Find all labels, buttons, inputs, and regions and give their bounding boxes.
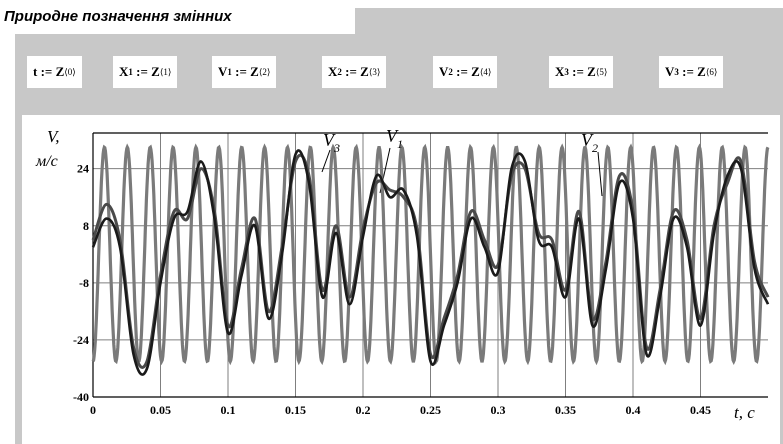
y-axis-label: V,	[47, 127, 60, 146]
x-tick-label: 0.1	[221, 403, 236, 417]
x-tick-label: 0	[90, 403, 96, 417]
y-tick-label: 24	[77, 162, 89, 176]
y-axis-unit: м/с	[35, 153, 58, 170]
x-tick-label: 0.35	[555, 403, 576, 417]
x-axis-label: t, с	[734, 403, 755, 422]
x-tick-label: 0.15	[285, 403, 306, 417]
x-tick-label: 0.45	[690, 403, 711, 417]
y-tick-label: -24	[73, 333, 89, 347]
y-tick-label: -8	[79, 276, 89, 290]
y-tick-label: -40	[73, 390, 89, 404]
x-tick-label: 0.25	[420, 403, 441, 417]
series-label-leader-v3	[321, 149, 331, 173]
series-layer	[91, 143, 770, 376]
x-tick-label: 0.05	[150, 403, 171, 417]
series-label-v2: V2	[581, 130, 598, 155]
x-tick-label: 0.4	[626, 403, 641, 417]
x-tick-label: 0.2	[356, 403, 371, 417]
x-tick-label: 0.3	[491, 403, 506, 417]
label-layer: V, м/с t, с V3 V1 V2	[35, 126, 755, 422]
series-label-leader-v2	[597, 151, 603, 197]
series-label-v1: V1	[386, 126, 403, 151]
series-label-v3: V3	[323, 130, 340, 155]
title-tab: Природне позначення змінних	[0, 0, 355, 34]
series-v3-line	[91, 143, 770, 366]
series-v1-line	[91, 149, 770, 376]
axis-layer: 0 0.05 0.1 0.15 0.2 0.25 0.3 0.35 0.4 0.45 -40 -24 -…	[73, 132, 768, 417]
page-title: Природне позначення змінних	[4, 8, 232, 25]
y-tick-label: 8	[83, 219, 89, 233]
var-def-t: t := Z ⟨0⟩	[27, 56, 82, 88]
